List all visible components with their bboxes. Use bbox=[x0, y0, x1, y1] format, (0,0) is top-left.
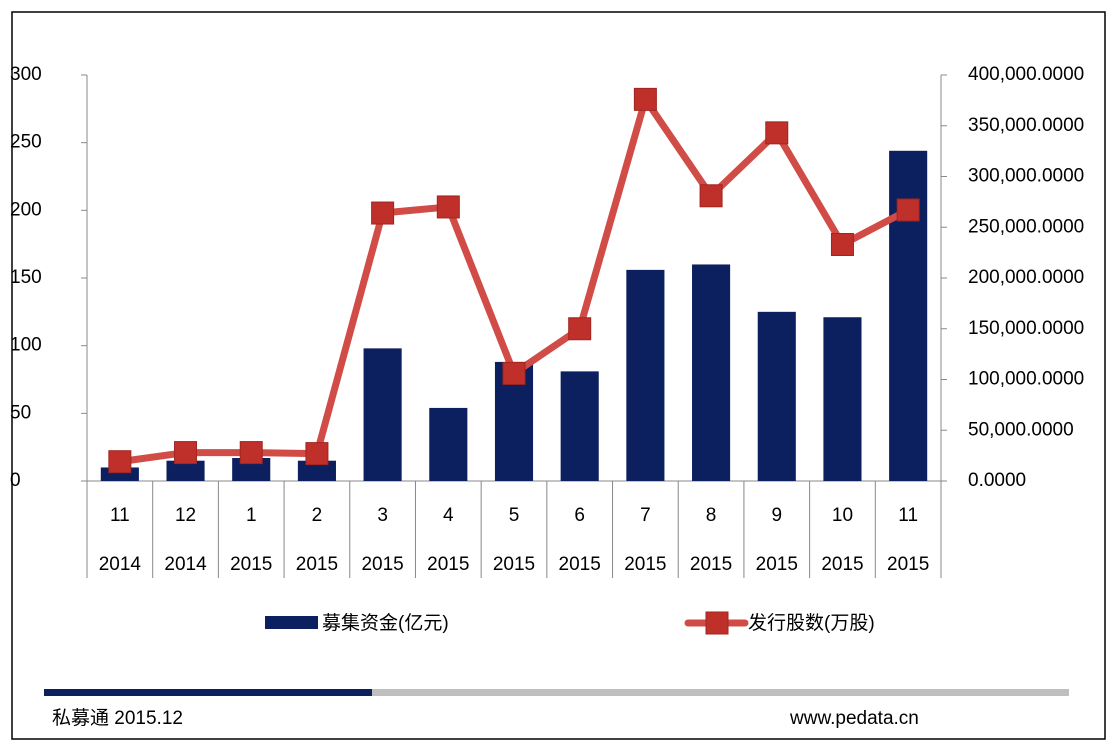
y2-tick-label: 50,000.0000 bbox=[968, 419, 1074, 440]
bar bbox=[560, 371, 599, 481]
x-year-label: 2015 bbox=[690, 554, 732, 575]
footer-left: 私募通 2015.12 bbox=[52, 707, 183, 729]
x-tick-label: 11 bbox=[110, 505, 130, 526]
footer-bar-dark bbox=[44, 689, 372, 696]
x-tick-label: 2 bbox=[312, 505, 323, 526]
y-tick-label: 0 bbox=[10, 470, 21, 491]
x-year-label: 2015 bbox=[361, 554, 403, 575]
x-tick-label: 10 bbox=[832, 505, 853, 526]
y-tick-label: 150 bbox=[10, 267, 42, 288]
bar bbox=[757, 311, 796, 481]
x-year-label: 2015 bbox=[756, 554, 798, 575]
legend-label: 募集资金(亿元) bbox=[322, 612, 449, 634]
x-year-label: 2015 bbox=[427, 554, 469, 575]
y2-tick-label: 0.0000 bbox=[968, 470, 1026, 491]
y2-tick-label: 150,000.0000 bbox=[968, 318, 1084, 339]
x-tick-label: 3 bbox=[377, 505, 388, 526]
y2-tick-label: 400,000.0000 bbox=[968, 64, 1084, 85]
line-marker bbox=[371, 201, 395, 225]
line-marker bbox=[896, 198, 920, 222]
y-tick-label: 100 bbox=[10, 335, 42, 356]
y2-tick-label: 100,000.0000 bbox=[968, 369, 1084, 390]
x-tick-label: 4 bbox=[443, 505, 454, 526]
y2-tick-label: 200,000.0000 bbox=[968, 267, 1084, 288]
line-marker bbox=[436, 195, 460, 219]
line-marker bbox=[633, 87, 657, 111]
y-tick-label: 200 bbox=[10, 199, 42, 220]
x-year-label: 2015 bbox=[296, 554, 338, 575]
legend-label: 发行股数(万股) bbox=[748, 612, 875, 634]
x-year-label: 2014 bbox=[99, 554, 142, 575]
bar bbox=[823, 317, 862, 481]
x-year-label: 2014 bbox=[164, 554, 207, 575]
y-tick-label: 50 bbox=[10, 402, 31, 423]
line-marker bbox=[568, 317, 592, 341]
line-marker bbox=[108, 450, 132, 474]
line-marker bbox=[174, 441, 198, 465]
x-year-label: 2015 bbox=[821, 554, 863, 575]
x-tick-label: 6 bbox=[574, 505, 585, 526]
x-tick-label: 5 bbox=[509, 505, 520, 526]
x-tick-label: 1 bbox=[246, 505, 257, 526]
line-marker bbox=[699, 184, 723, 208]
line-marker bbox=[305, 442, 329, 466]
x-tick-label: 7 bbox=[640, 505, 651, 526]
x-year-label: 2015 bbox=[230, 554, 272, 575]
line-marker bbox=[502, 361, 526, 385]
x-year-label: 2015 bbox=[493, 554, 535, 575]
x-tick-label: 9 bbox=[771, 505, 782, 526]
x-year-label: 2015 bbox=[559, 554, 601, 575]
y2-tick-label: 250,000.0000 bbox=[968, 216, 1084, 237]
footer-bar-gray bbox=[372, 689, 1069, 696]
legend-swatch bbox=[265, 616, 318, 629]
bar bbox=[626, 269, 665, 481]
line-marker bbox=[830, 233, 854, 257]
y2-tick-label: 300,000.0000 bbox=[968, 166, 1084, 187]
y-tick-label: 250 bbox=[10, 132, 42, 153]
line-marker bbox=[765, 121, 789, 145]
x-year-label: 2015 bbox=[624, 554, 666, 575]
y-tick-label: 300 bbox=[10, 64, 42, 85]
y2-tick-label: 350,000.0000 bbox=[968, 115, 1084, 136]
x-tick-label: 11 bbox=[898, 505, 918, 526]
bar bbox=[363, 348, 402, 481]
bar bbox=[297, 460, 336, 481]
line-marker bbox=[239, 441, 263, 465]
x-year-label: 2015 bbox=[887, 554, 929, 575]
bar bbox=[692, 264, 731, 481]
legend-marker bbox=[705, 611, 729, 635]
footer-right: www.pedata.cn bbox=[789, 708, 919, 729]
frame bbox=[11, 11, 1106, 740]
x-tick-label: 8 bbox=[706, 505, 717, 526]
x-tick-label: 12 bbox=[175, 505, 196, 526]
bar bbox=[166, 460, 205, 481]
bar bbox=[429, 407, 468, 481]
